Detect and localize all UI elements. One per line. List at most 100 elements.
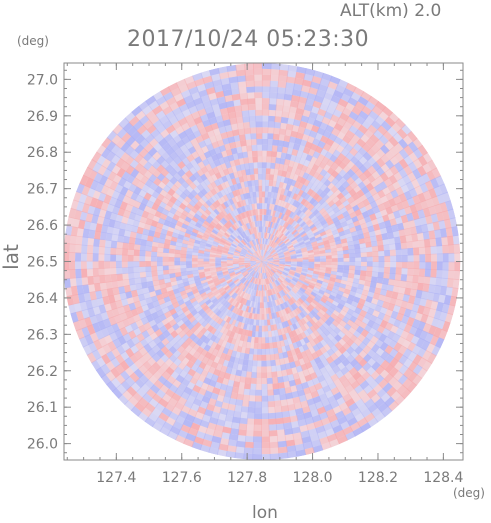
radar-cell xyxy=(262,104,270,110)
radar-cell xyxy=(174,261,180,265)
radar-cell xyxy=(145,261,151,267)
radar-cell xyxy=(110,261,116,268)
radar-cell xyxy=(268,407,276,413)
radar-cell xyxy=(134,272,141,279)
radar-cell xyxy=(367,262,373,267)
radar-cell xyxy=(151,261,157,266)
radar-cell xyxy=(254,419,262,425)
radar-cell xyxy=(140,272,147,279)
radar-cell xyxy=(122,248,128,255)
radar-cell xyxy=(270,448,280,454)
radar-cell xyxy=(260,221,262,227)
radar-cell xyxy=(248,110,256,116)
radar-cell xyxy=(314,259,320,262)
radar-cell xyxy=(192,264,198,268)
radar-cell xyxy=(261,361,266,367)
radar-cell xyxy=(246,87,255,93)
radar-cell xyxy=(255,390,262,396)
radar-cell xyxy=(270,87,279,93)
radar-cell xyxy=(270,360,276,366)
radar-cell xyxy=(384,262,390,268)
radar-cell xyxy=(145,256,151,262)
radar-cell xyxy=(254,413,262,419)
radar-cell xyxy=(453,279,460,289)
radar-cell xyxy=(261,442,270,448)
radar-cell xyxy=(246,81,255,87)
radar-cell xyxy=(248,407,256,413)
radar-cell xyxy=(408,255,414,262)
radar-cell xyxy=(238,81,247,88)
radar-cell xyxy=(256,372,262,378)
radar-cell xyxy=(98,261,104,269)
radar-cell xyxy=(261,402,268,408)
radar-cell xyxy=(379,256,385,262)
radar-cell xyxy=(277,441,287,448)
radar-cell xyxy=(414,262,420,270)
radar-cell xyxy=(241,104,249,111)
radar-cell xyxy=(257,145,263,151)
radar-cell xyxy=(372,251,378,257)
radar-cell xyxy=(157,266,163,271)
radar-cell xyxy=(360,247,366,253)
radar-cell xyxy=(366,247,372,253)
radar-cell xyxy=(309,259,315,262)
radar-cell xyxy=(139,261,145,267)
radar-cell xyxy=(250,378,256,384)
radar-cell xyxy=(244,63,254,69)
radar-cell xyxy=(252,454,262,460)
radar-cell xyxy=(264,314,267,320)
radar-cell xyxy=(272,377,278,384)
radar-cell xyxy=(260,215,262,221)
radar-cell xyxy=(261,413,269,419)
radar-cell xyxy=(278,75,288,82)
radar-cell xyxy=(262,186,266,192)
radar-cell xyxy=(116,274,123,282)
radar-cell xyxy=(244,128,251,135)
radar-cell xyxy=(414,254,420,262)
radar-cell xyxy=(265,326,269,332)
radar-cell xyxy=(267,389,274,395)
radar-cell xyxy=(198,261,204,264)
radar-cell xyxy=(257,151,262,157)
radar-cell xyxy=(430,238,437,247)
radar-cell xyxy=(303,259,309,261)
radar-cell xyxy=(268,122,275,128)
radar-cell xyxy=(267,139,273,145)
radar-cell xyxy=(269,92,278,98)
radar-cell xyxy=(266,360,271,366)
radar-cell xyxy=(269,424,278,430)
radar-cell xyxy=(401,248,407,255)
radar-cell xyxy=(157,270,163,276)
radar-cell xyxy=(378,267,384,273)
radar-cell xyxy=(258,174,262,180)
radar-cell xyxy=(254,92,262,98)
radar-cell xyxy=(320,256,326,259)
radar-cell xyxy=(246,424,255,430)
radar-cell xyxy=(249,122,256,128)
radar-cell xyxy=(93,261,99,269)
radar-cell xyxy=(378,251,384,257)
radar-cell xyxy=(245,69,255,75)
radar-cell xyxy=(262,92,270,98)
radar-cell xyxy=(344,258,350,262)
radar-cell xyxy=(110,254,116,261)
radar-cell xyxy=(332,255,338,259)
radar-cell xyxy=(258,343,262,349)
radar-cell xyxy=(442,270,448,279)
radar-cell xyxy=(252,366,258,372)
radar-cell xyxy=(258,180,262,186)
radar-cell xyxy=(111,274,118,282)
y-tick-label: 26.1 xyxy=(27,400,58,416)
radar-cell xyxy=(255,98,263,104)
radar-cell xyxy=(82,277,89,286)
radar-cell xyxy=(449,253,455,262)
radar-cell xyxy=(320,262,326,265)
radar-cell xyxy=(250,133,257,139)
radar-cell xyxy=(139,250,145,256)
radar-cell xyxy=(75,244,82,253)
radar-cell xyxy=(244,448,254,455)
radar-cell xyxy=(110,268,116,276)
radar-cell xyxy=(104,254,110,262)
radar-cell xyxy=(447,278,454,288)
radar-cell xyxy=(413,268,419,276)
